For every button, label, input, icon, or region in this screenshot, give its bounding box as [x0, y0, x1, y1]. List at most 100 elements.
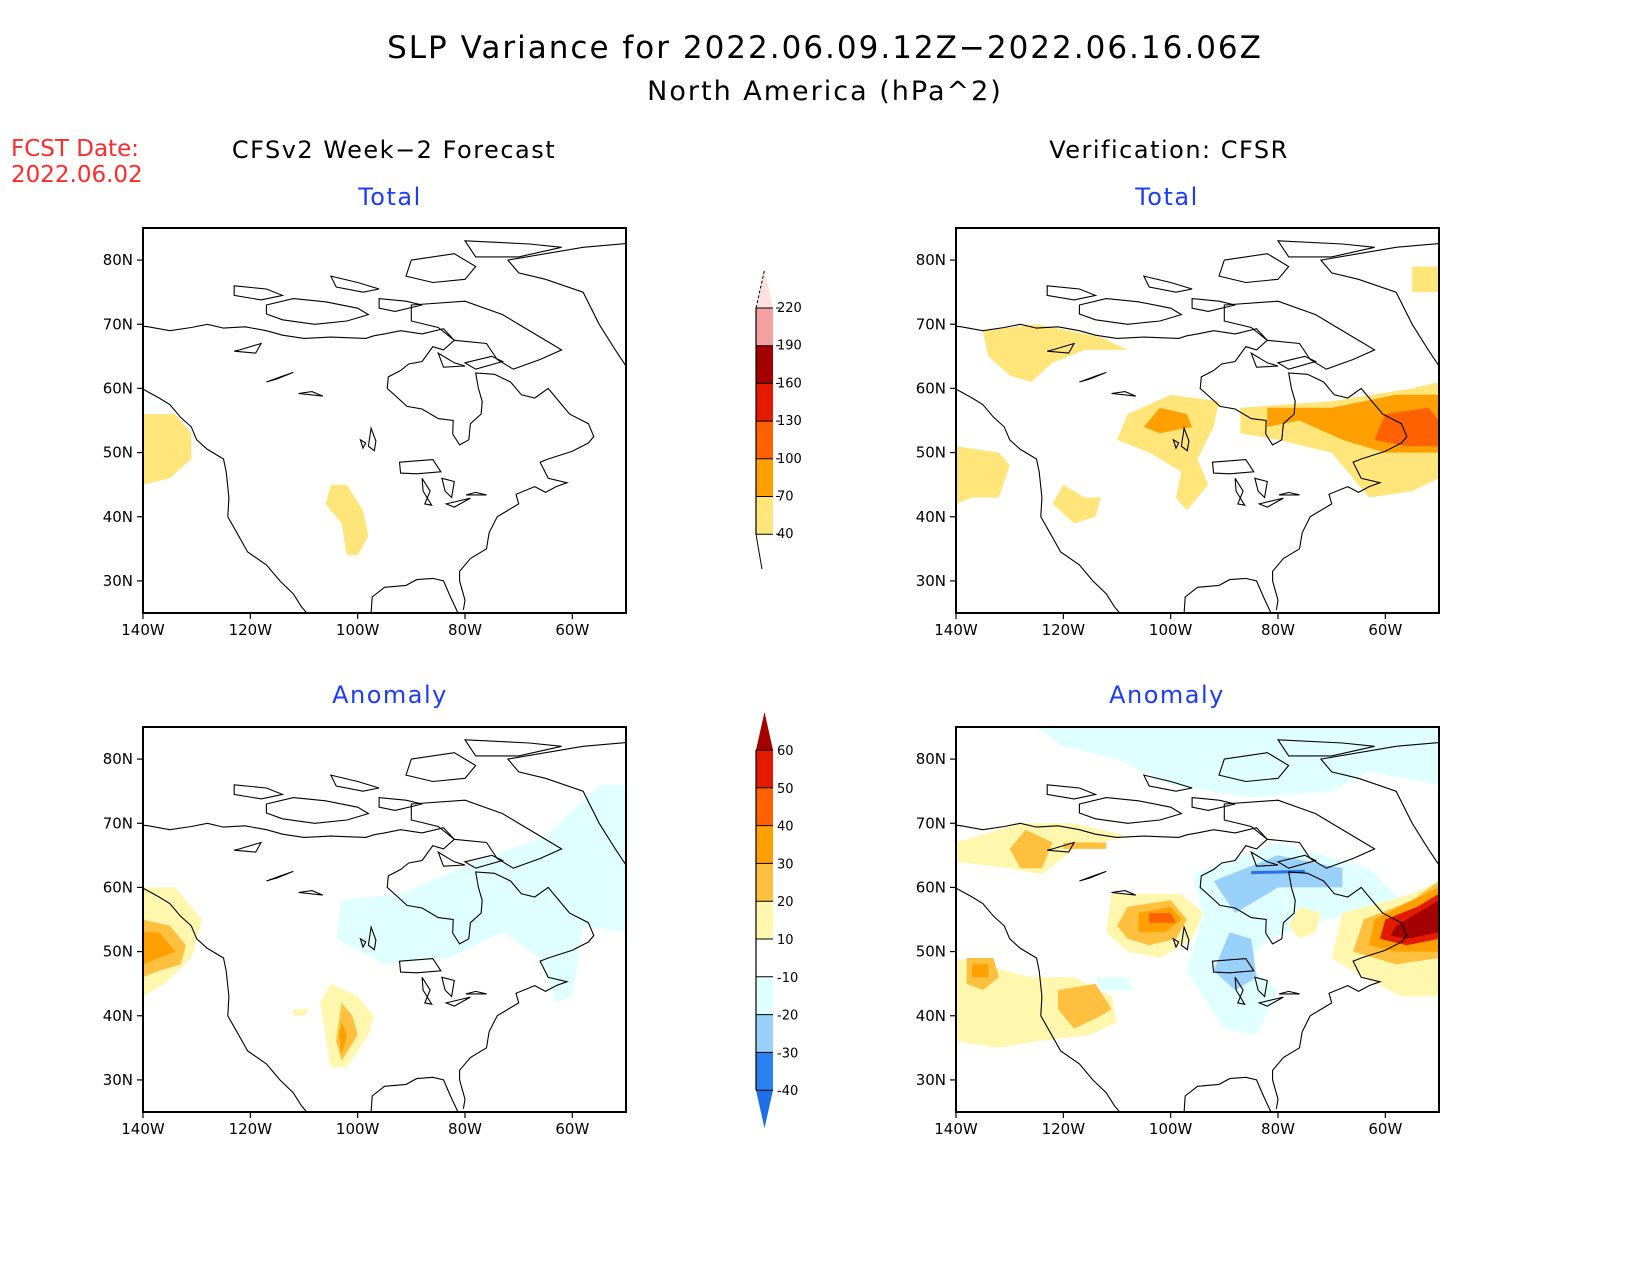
map-forecast-total: 140W 120W 100W 80W 60W 30N 40N 50N 60N 70N 80N: [103, 227, 627, 639]
x-tick-label: 60W: [555, 1120, 589, 1138]
coastline-island: [405, 253, 477, 284]
coastline-island: [1046, 285, 1098, 301]
coastline-island: [405, 752, 477, 783]
main-subtitle: North America (hPa^2): [647, 76, 1003, 107]
coastline-lake: [1254, 477, 1268, 499]
x-tick-label: 100W: [1149, 1120, 1193, 1138]
map-content: [143, 240, 626, 613]
coastline-lake: [441, 976, 455, 998]
colorbar-anomaly: -40 -30 -20 -10 10 20 30 40 50 60: [755, 712, 798, 1129]
coastline-lake: [1079, 870, 1107, 882]
coastline-lake: [1047, 342, 1076, 354]
coastline-lake: [1111, 890, 1137, 896]
contour-region: [1374, 407, 1439, 447]
colorbar-segment: [756, 787, 773, 826]
contour-region: [1390, 900, 1439, 939]
contour-region: [1213, 855, 1343, 914]
colorbar-total: 40 70 100 130 160 190 220: [755, 269, 802, 570]
colorbar-segment: [756, 976, 773, 1015]
colorbar-tail: [755, 534, 763, 570]
coastline-lake: [398, 958, 442, 974]
coastline-lake: [421, 478, 433, 506]
contour-region: [293, 1009, 310, 1016]
colorbar-label: 130: [777, 414, 802, 429]
colorbar-label: 220: [777, 301, 802, 316]
contour-region: [1143, 407, 1193, 434]
coastline: [370, 577, 459, 613]
colorbar-anomaly: [0, 0, 1, 1]
colorbar-label: -10: [777, 971, 798, 986]
x-tick-label: 120W: [1042, 1120, 1086, 1138]
coastline-island: [1218, 752, 1290, 783]
coastline-island: [378, 796, 423, 811]
y-tick-label: 50N: [103, 943, 133, 961]
y-tick-label: 40N: [916, 1007, 946, 1025]
colorbar-extend-bottom: [756, 1090, 773, 1129]
contour-region: [1412, 266, 1439, 293]
contour-region: [1063, 842, 1107, 849]
coastline-lake: [1180, 925, 1190, 951]
y-tick-label: 30N: [916, 572, 946, 590]
x-tick-label: 80W: [448, 1120, 482, 1138]
contour-region: [1009, 829, 1053, 869]
y-tick-label: 50N: [916, 943, 946, 961]
map-content: [143, 739, 626, 1112]
colorbar-label: 100: [777, 452, 802, 467]
contour-region: [1213, 932, 1257, 991]
coastline-lake: [421, 977, 433, 1005]
map-content: [956, 240, 1439, 613]
coastline-island: [265, 298, 370, 325]
x-tick-label: 140W: [934, 621, 978, 639]
coastline-island: [1218, 253, 1290, 284]
coastline-island: [1276, 739, 1375, 757]
contour-region: [972, 964, 989, 978]
coastline-lake: [367, 925, 377, 951]
colorbar-label: 30: [777, 857, 794, 872]
coastline-island: [410, 799, 563, 869]
coastline-island: [1078, 797, 1183, 824]
coastline-island: [463, 739, 562, 757]
y-tick-label: 80N: [103, 251, 133, 269]
y-tick-label: 80N: [916, 251, 946, 269]
contour-region: [1058, 983, 1112, 1029]
colorbar-label: 160: [777, 376, 802, 391]
coastline-lake: [359, 937, 367, 949]
fcst-date-label: FCST Date:: [11, 136, 139, 162]
coastline-island: [1078, 298, 1183, 325]
colorbar-edge: [755, 269, 765, 309]
coastline-lake: [1234, 478, 1246, 506]
colorbar-label: -20: [777, 1009, 798, 1024]
coastline-lake: [465, 491, 487, 496]
coastline-island: [1046, 784, 1098, 800]
x-tick-label: 60W: [1368, 1120, 1402, 1138]
panel-title-forecast-total: Total: [358, 183, 422, 211]
coastline-island: [1319, 742, 1439, 866]
forecast-date-block: FCST Date: 2022.06.02: [11, 136, 143, 188]
x-tick-label: 140W: [121, 1120, 165, 1138]
coastline-island: [437, 850, 466, 867]
main-title: SLP Variance for 2022.06.09.12Z−2022.06.…: [387, 30, 1263, 66]
map-frame: [955, 227, 1440, 614]
coastline-lake: [1111, 391, 1137, 397]
contour-region: [338, 1022, 347, 1055]
coastline-lake: [367, 426, 377, 452]
coastline-lake: [444, 497, 471, 508]
contour-region: [1288, 906, 1321, 939]
coastline: [143, 388, 308, 613]
coastline-island: [463, 854, 505, 869]
colorbar-segment: [756, 1052, 773, 1091]
x-tick-label: 80W: [1261, 1120, 1295, 1138]
coastline-island: [233, 285, 285, 301]
coastline-lake: [298, 391, 324, 397]
coastline-lake: [1211, 958, 1255, 974]
coastline: [370, 1076, 459, 1112]
y-tick-label: 80N: [103, 750, 133, 768]
coastline-island: [506, 243, 626, 367]
y-tick-label: 40N: [916, 508, 946, 526]
y-tick-label: 30N: [103, 1071, 133, 1089]
coastline-lake: [1257, 497, 1284, 508]
coastline-island: [1191, 796, 1236, 811]
colorbar-label: 60: [777, 744, 794, 759]
coastline-island: [463, 355, 505, 370]
coastline-lake: [1211, 459, 1255, 475]
